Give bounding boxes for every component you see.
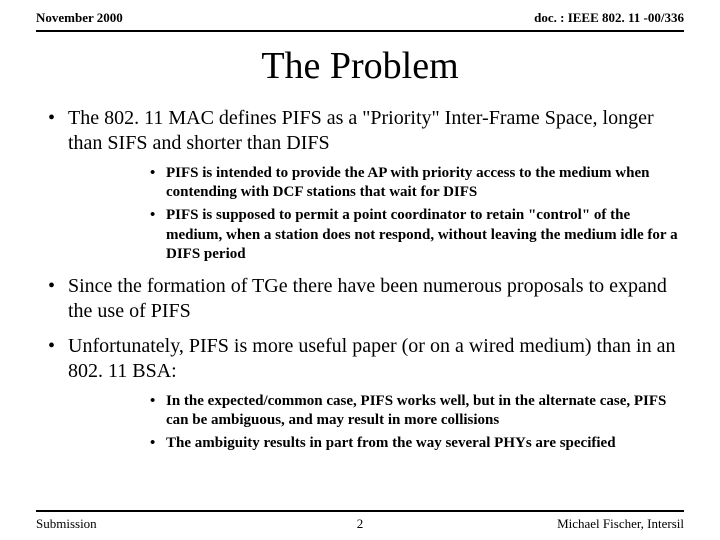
sub-bullet-item: PIFS is intended to provide the AP with … (148, 164, 680, 202)
sub-bullet-item: In the expected/common case, PIFS works … (148, 392, 680, 430)
footer-rule (36, 510, 684, 512)
slide-body: The 802. 11 MAC defines PIFS as a "Prior… (0, 106, 720, 454)
header-rule (36, 30, 684, 32)
bullet-item: Since the formation of TGe there have be… (40, 274, 680, 324)
bullet-item: The 802. 11 MAC defines PIFS as a "Prior… (40, 106, 680, 264)
bullet-text: Unfortunately, PIFS is more useful paper… (68, 335, 675, 382)
slide-header: November 2000 doc. : IEEE 802. 11 -00/33… (0, 0, 720, 30)
header-date: November 2000 (36, 10, 123, 26)
footer-page-number: 2 (357, 516, 364, 532)
bullet-text: Since the formation of TGe there have be… (68, 275, 667, 322)
bullet-item: Unfortunately, PIFS is more useful paper… (40, 334, 680, 454)
footer-left: Submission (36, 516, 97, 532)
slide-footer: Submission 2 Michael Fischer, Intersil (36, 516, 684, 532)
sub-bullet-list: In the expected/common case, PIFS works … (68, 392, 680, 454)
bullet-text: The 802. 11 MAC defines PIFS as a "Prior… (68, 107, 654, 154)
slide-title: The Problem (0, 44, 720, 88)
header-docnum: doc. : IEEE 802. 11 -00/336 (534, 10, 684, 26)
sub-bullet-list: PIFS is intended to provide the AP with … (68, 164, 680, 264)
bullet-list: The 802. 11 MAC defines PIFS as a "Prior… (40, 106, 680, 454)
sub-bullet-item: The ambiguity results in part from the w… (148, 434, 680, 453)
sub-bullet-item: PIFS is supposed to permit a point coord… (148, 206, 680, 264)
footer-author: Michael Fischer, Intersil (557, 516, 684, 532)
